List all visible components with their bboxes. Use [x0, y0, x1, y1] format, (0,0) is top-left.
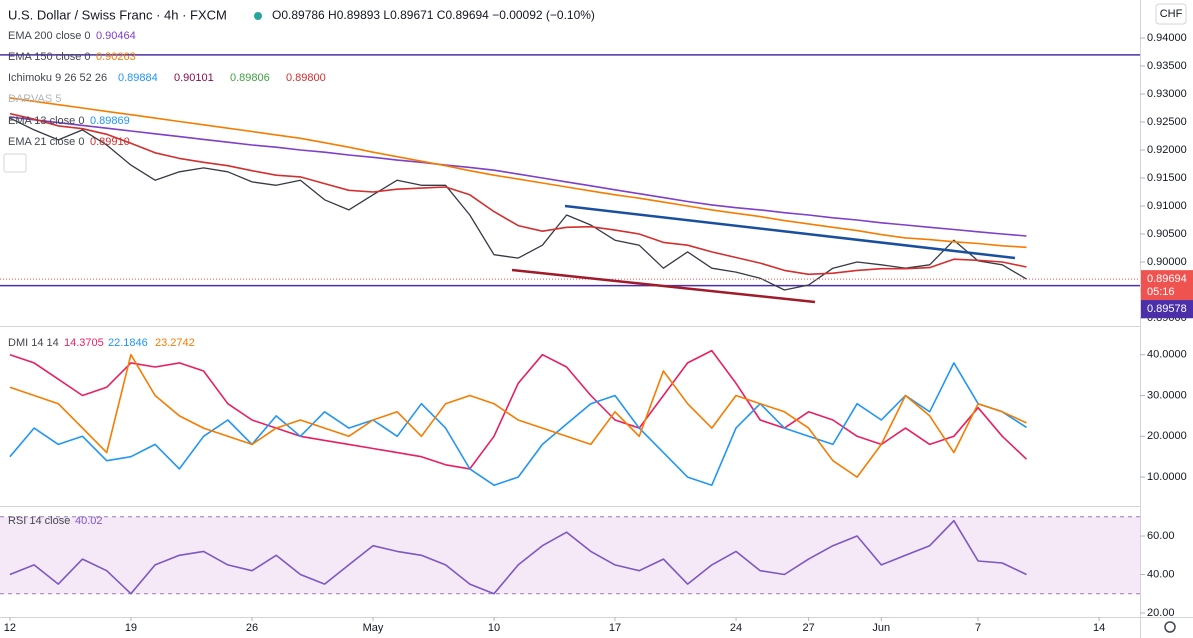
y-tick-label: 0.92000 — [1147, 144, 1187, 156]
plot-layer — [0, 54, 1140, 595]
series-line — [9, 362, 1027, 486]
series-line — [9, 353, 1027, 478]
legend-value: 22.1846 — [108, 337, 148, 349]
series-line — [9, 519, 1027, 595]
trendline — [511, 268, 816, 304]
series-line — [9, 117, 1027, 291]
x-tick-label: 24 — [730, 622, 742, 634]
legend-name: EMA 21 close 0 — [8, 136, 84, 148]
y-tick-label: 0.90000 — [1147, 256, 1187, 268]
series-line — [9, 97, 1027, 249]
legend-value: 0.90464 — [96, 30, 136, 42]
y-tick-label: 30.0000 — [1147, 389, 1187, 401]
y-tick-label: 0.91000 — [1147, 200, 1187, 212]
y-tick-label: 10.0000 — [1147, 471, 1187, 483]
currency: CHF — [1160, 8, 1183, 20]
hline-label-box — [1141, 300, 1193, 319]
legend-name: EMA 150 close 0 — [8, 51, 91, 63]
time-axis — [0, 617, 1193, 638]
axis-layer: 0.890000.895000.900000.905000.910000.915… — [4, 32, 1193, 634]
legend-name: EMA 13 close 0 — [8, 115, 84, 127]
price-axis — [1140, 0, 1193, 638]
legend-value: 0.89800 — [286, 72, 326, 84]
legend-value: 0.90101 — [174, 72, 214, 84]
legend-name: DMI 14 14 — [8, 337, 59, 349]
legend-name: RSI 14 close — [8, 515, 70, 527]
legend-value: 40.02 — [75, 515, 103, 527]
ohlc: O0.89786 H0.89893 L0.89671 C0.89694 −0.0… — [272, 8, 595, 22]
y-tick-label: 0.94000 — [1147, 32, 1187, 44]
y-tick-label: 60.00 — [1147, 530, 1175, 542]
y-tick-label: 40.0000 — [1147, 349, 1187, 361]
legend-value: 0.89910 — [90, 136, 130, 148]
legend-name: Ichimoku 9 26 52 26 — [8, 72, 107, 84]
collapse-button[interactable] — [3, 153, 27, 173]
y-tick-label: 0.93000 — [1147, 88, 1187, 100]
x-tick-label: 26 — [246, 622, 258, 634]
x-tick-label: 19 — [125, 622, 137, 634]
legend-value: 23.2742 — [155, 337, 195, 349]
hline-label: 0.89578 — [1147, 303, 1187, 315]
y-tick-label: 0.93500 — [1147, 60, 1187, 72]
legend-value: 0.90263 — [96, 51, 136, 63]
x-tick-label: 27 — [803, 622, 815, 634]
price-label-box — [1141, 270, 1193, 301]
legend-value: 14.3705 — [64, 337, 104, 349]
y-tick-label: 20.0000 — [1147, 430, 1187, 442]
price-label: 0.89694 — [1147, 273, 1187, 285]
y-tick-label: 0.91500 — [1147, 172, 1187, 184]
market-status — [254, 12, 262, 20]
trendline — [564, 204, 1016, 260]
x-tick-label: 10 — [488, 622, 500, 634]
countdown: 05:16 — [1147, 286, 1175, 298]
legend-name: DARVAS 5 — [8, 93, 61, 105]
symbol-title: U.S. Dollar / Swiss Franc · 4h · FXCM — [8, 7, 227, 22]
y-tick-label: 20.00 — [1147, 607, 1175, 619]
series-line — [9, 349, 1028, 470]
x-tick-label: 14 — [1093, 622, 1105, 634]
series-line — [9, 112, 1027, 276]
currency-button[interactable] — [1155, 3, 1187, 25]
legend-value: 0.89884 — [118, 72, 158, 84]
x-tick-label: 7 — [975, 622, 981, 634]
legend-value: 0.89869 — [90, 115, 130, 127]
rsi-band — [0, 516, 1140, 594]
legend-value: 0.89806 — [230, 72, 270, 84]
x-tick-label: 17 — [609, 622, 621, 634]
settings-icon[interactable] — [1164, 621, 1176, 633]
y-tick-label: 0.90500 — [1147, 228, 1187, 240]
x-tick-label: Jun — [872, 622, 890, 634]
series-line — [9, 116, 1027, 237]
x-tick-label: 12 — [4, 622, 16, 634]
x-tick-label: May — [363, 622, 384, 634]
y-tick-label: 40.00 — [1147, 568, 1175, 580]
y-tick-label: 0.92500 — [1147, 116, 1187, 128]
legend-name: EMA 200 close 0 — [8, 30, 91, 42]
